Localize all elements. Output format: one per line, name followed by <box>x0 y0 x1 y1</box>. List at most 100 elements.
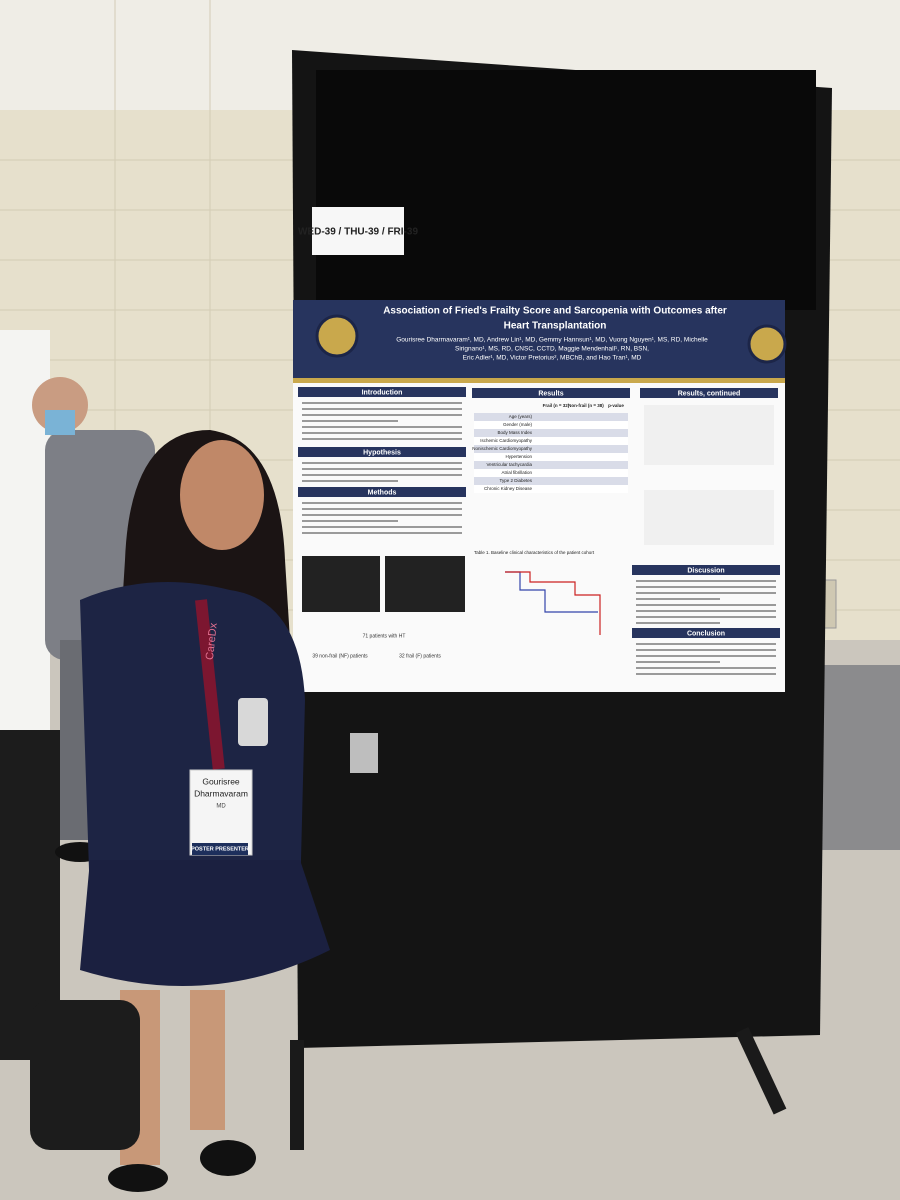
section-header <box>632 565 780 575</box>
table-cell: Body Mass Index <box>497 430 532 435</box>
table-header: p-value <box>608 403 624 408</box>
forest-plot <box>644 490 774 545</box>
text-line <box>636 580 776 582</box>
table-row <box>474 413 628 421</box>
text-line <box>636 673 776 675</box>
board-leg <box>290 1040 304 1150</box>
table-cell: Chronic Kidney Disease <box>484 486 533 491</box>
sign <box>312 207 404 255</box>
text-line <box>636 604 776 606</box>
cup <box>350 733 378 773</box>
table-cell: Atrial fibrillation <box>501 470 532 475</box>
forest-plot <box>644 405 774 465</box>
poster-header <box>293 300 785 378</box>
section-title: Hypothesis <box>363 449 401 456</box>
table-header: Non-frail (n = 38) <box>568 403 604 408</box>
badge-ribbon <box>192 843 248 855</box>
poster-title: Association of Fried's Frailty Score and… <box>383 306 727 317</box>
table-cell: Age (years) <box>509 414 533 419</box>
badge-name: Dharmavaram <box>194 788 248 798</box>
flowchart-box: 39 non-frail (NF) patients <box>312 653 368 659</box>
text-line <box>636 586 776 588</box>
table-row <box>474 421 628 429</box>
table-row <box>474 445 628 453</box>
text-line <box>302 514 462 516</box>
text-line <box>302 526 462 528</box>
logo <box>315 314 359 358</box>
table-cell: Gender (male) <box>503 422 533 427</box>
text-line <box>302 438 462 440</box>
section-title: Discussion <box>687 567 724 574</box>
poster-title: Heart Transplantation <box>504 321 607 332</box>
section-header <box>298 447 466 457</box>
text-line <box>302 408 462 410</box>
poster-authors: Gourisree Dharmavaram¹, MD, Andrew Lin¹,… <box>396 337 708 344</box>
table-cell: Nonischemic Cardiomyopathy <box>472 446 533 451</box>
text-line <box>302 402 462 404</box>
sign-text: WED-39 / THU-39 / FRI-39 <box>298 227 418 238</box>
flowchart-box: 71 patients with HT <box>363 633 406 639</box>
text-line <box>302 508 462 510</box>
text-line <box>302 426 462 428</box>
text-line <box>302 462 462 464</box>
text-line <box>302 502 462 504</box>
section-title: Results <box>538 390 563 397</box>
section-title: Introduction <box>362 389 403 396</box>
km-curve <box>505 571 601 635</box>
text-line <box>302 432 462 434</box>
text-line <box>302 532 462 534</box>
table-row <box>474 469 628 477</box>
text-line <box>636 592 776 594</box>
poster-stripe <box>293 378 785 383</box>
badge-role: POSTER PRESENTER <box>191 846 249 852</box>
section-title: Results, continued <box>678 390 741 397</box>
section-header <box>632 628 780 638</box>
table-caption: Table 1. Baseline clinical characteristi… <box>474 550 595 555</box>
section-header <box>472 388 630 398</box>
section-header <box>298 387 466 397</box>
table-row <box>474 437 628 445</box>
badge-degree: MD <box>216 804 226 810</box>
section-title: Conclusion <box>687 630 725 637</box>
table-cell: Type 2 Diabetes <box>499 478 532 483</box>
poster-body: Introduction Hypothesis Methods 71 patients… <box>298 387 780 675</box>
poster-authors: Sirignano¹, MS, RD, CNSC, CCTD, Maggie M… <box>455 346 649 353</box>
text-line <box>636 667 776 669</box>
table-header: Frail (n = 32) <box>543 403 570 408</box>
table-row <box>474 477 628 485</box>
text-line <box>302 520 398 522</box>
presenter <box>30 430 330 1192</box>
table-row <box>474 429 628 437</box>
ct-image <box>302 556 380 612</box>
flowchart-box: 32 frail (F) patients <box>399 653 441 659</box>
section-header <box>298 487 466 497</box>
text-line <box>302 420 398 422</box>
text-line <box>302 480 398 482</box>
table-cell: Hypertension <box>505 454 532 459</box>
section-title: Methods <box>368 489 397 496</box>
text-line <box>636 649 776 651</box>
lanyard-text: CareDx <box>204 622 220 661</box>
board-leg <box>735 1027 787 1115</box>
text-line <box>636 610 776 612</box>
logo <box>747 324 787 364</box>
text-line <box>302 414 462 416</box>
poster-authors: Eric Adler¹, MD, Victor Pretorius², MBCh… <box>463 355 642 362</box>
text-line <box>636 622 720 624</box>
badge-name: Gourisree <box>202 776 240 786</box>
board-panel <box>316 70 816 310</box>
text-line <box>636 643 776 645</box>
table-cell: Ischemic Cardiomyopathy <box>480 438 533 443</box>
table-row <box>474 453 628 461</box>
text-line <box>636 598 720 600</box>
text-line <box>636 661 720 663</box>
table-row <box>474 461 628 469</box>
ct-image <box>385 556 465 612</box>
table-cell: Ventricular tachycardia <box>486 462 532 467</box>
section-header <box>640 388 778 398</box>
table-row <box>474 485 628 493</box>
text-line <box>302 468 462 470</box>
text-line <box>636 616 776 618</box>
text-line <box>636 655 776 657</box>
